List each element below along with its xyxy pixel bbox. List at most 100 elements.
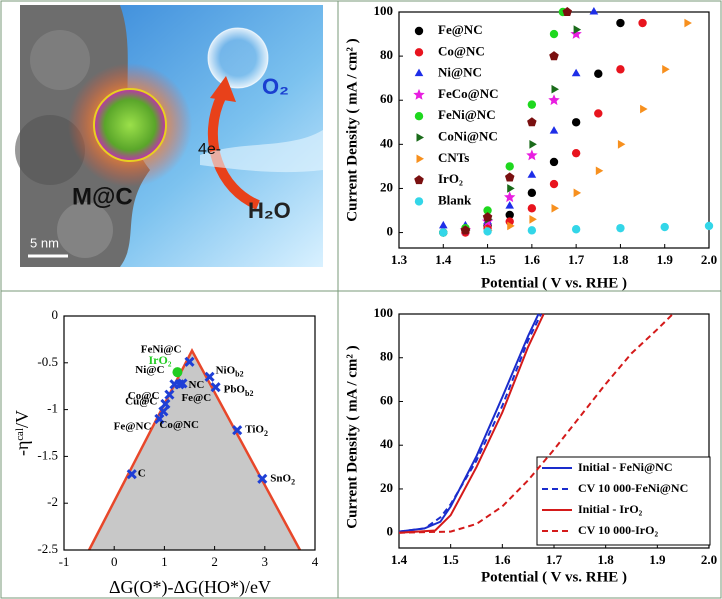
reactant-label: H₂O [248, 198, 291, 223]
marker [548, 94, 560, 106]
y-tick-label: 0 [52, 307, 59, 322]
marker [414, 68, 424, 77]
marker [505, 201, 514, 209]
point-label-subscript: b2 [235, 370, 243, 379]
curve [398, 313, 542, 533]
tem-blob [15, 115, 85, 185]
point-label-subscript: 2 [291, 478, 295, 487]
point-label-subscript: b2 [245, 389, 253, 398]
y-axis-label: -ηᶜᵃˡ/V [12, 410, 32, 456]
marker [439, 228, 448, 237]
legend-label: Co@NC [438, 43, 485, 58]
marker [527, 100, 537, 109]
x-tick-label: 1.8 [612, 252, 629, 267]
marker [416, 154, 424, 164]
x-tick-label: 2.0 [701, 252, 717, 267]
marker [551, 204, 559, 213]
marker [527, 226, 537, 235]
point-label: Co@C [128, 390, 160, 402]
marker [507, 184, 515, 193]
x-tick-label: -1 [59, 554, 70, 569]
marker [483, 206, 492, 215]
marker [505, 172, 515, 182]
marker [529, 140, 537, 149]
image-panel: O₂ H₂O 4e- M@C 5 nm [15, 5, 323, 267]
x-tick-label: 2 [211, 554, 218, 569]
cross-marker [232, 425, 243, 436]
legend-label: Ni@NC [438, 65, 482, 80]
point-label: Fe@C [181, 392, 211, 404]
marker [549, 157, 559, 167]
x-axis-label: Potential ( V vs. RHE ) [481, 569, 627, 585]
point-label: IrO₂ [149, 353, 172, 367]
marker [529, 215, 537, 224]
marker [704, 221, 714, 231]
point-label: NiO [216, 364, 236, 376]
marker [594, 69, 603, 78]
legend-label: Initial - FeNi@NC [578, 460, 673, 474]
cross-marker [154, 413, 165, 425]
marker [662, 65, 670, 74]
point-label: TiO [245, 424, 264, 436]
marker [617, 140, 626, 149]
x-axis-label: ΔG(O*)-ΔG(HO*)/eV [109, 577, 271, 598]
y-tick-label: -1.5 [37, 447, 58, 462]
legend-label: FeNi@NC [438, 107, 496, 122]
x-tick-label: 4 [312, 554, 319, 569]
legend-label: CV 10 000-IrO₂ [578, 523, 658, 537]
marker [526, 149, 538, 161]
product-label: O₂ [262, 74, 289, 99]
marker [527, 170, 537, 178]
marker [571, 118, 581, 127]
marker [439, 220, 448, 229]
marker [416, 133, 424, 142]
legend-label: Initial - IrO₂ [578, 502, 643, 516]
marker [640, 104, 648, 114]
bubble [207, 27, 269, 89]
marker [483, 227, 492, 236]
y-tick-label: -0.5 [37, 354, 58, 369]
y-tick-label: 0 [387, 224, 394, 239]
cross-marker [204, 371, 215, 382]
x-tick-label: 1.8 [598, 552, 615, 567]
marker [527, 204, 537, 213]
cross-marker [257, 473, 268, 484]
marker [482, 212, 493, 222]
x-tick-label: 2.0 [701, 552, 717, 567]
y-tick-label: 80 [380, 47, 393, 62]
marker [589, 7, 599, 15]
cross-marker [126, 469, 137, 480]
y-axis-label: Current Density ( mA / cm² ) [344, 38, 360, 221]
y-tick-label: 20 [380, 480, 393, 495]
x-tick-label: 1.5 [479, 252, 496, 267]
x-axis-label: Potential ( V vs. RHE ) [481, 275, 627, 291]
arrow-head [210, 76, 236, 102]
cross-marker [177, 378, 188, 389]
cross-marker [210, 382, 221, 393]
y-tick-label: 60 [380, 392, 393, 407]
marker [573, 188, 582, 198]
marker [660, 222, 669, 232]
marker [571, 68, 581, 77]
marker [551, 84, 559, 94]
curve [398, 313, 540, 533]
x-tick-label: 3 [262, 554, 269, 569]
cross-marker [164, 389, 175, 400]
x-tick-label: 1.6 [494, 552, 511, 567]
marker [414, 48, 424, 57]
nanoparticle [93, 88, 167, 162]
marker [562, 7, 572, 16]
point-label: C [138, 468, 146, 480]
x-tick-label: 1.4 [391, 552, 408, 567]
y-tick-label: 60 [380, 91, 393, 106]
marker [573, 25, 582, 34]
plot-frame [398, 11, 710, 249]
marker [460, 225, 471, 235]
y-tick-label: -2.5 [37, 541, 58, 556]
legend-label: CNTs [438, 150, 469, 165]
volcano-line [87, 347, 302, 551]
marker [507, 221, 515, 231]
cross-marker [158, 406, 169, 417]
marker [595, 166, 604, 176]
